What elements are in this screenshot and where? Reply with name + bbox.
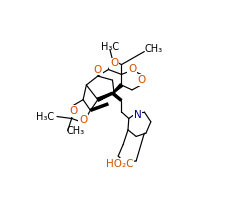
Text: O: O (94, 64, 102, 74)
Text: O: O (137, 75, 145, 85)
Text: O: O (79, 115, 87, 125)
Text: HO₂C: HO₂C (106, 159, 133, 169)
Text: O: O (128, 64, 136, 74)
Text: CH₃: CH₃ (144, 44, 162, 54)
Polygon shape (112, 84, 123, 93)
Text: H₃C: H₃C (101, 42, 119, 53)
Text: O: O (69, 106, 77, 116)
Text: H₃C: H₃C (36, 112, 55, 121)
Polygon shape (97, 93, 113, 101)
Text: O: O (110, 59, 118, 68)
Text: N: N (134, 110, 142, 120)
Text: CH₃: CH₃ (67, 126, 85, 136)
